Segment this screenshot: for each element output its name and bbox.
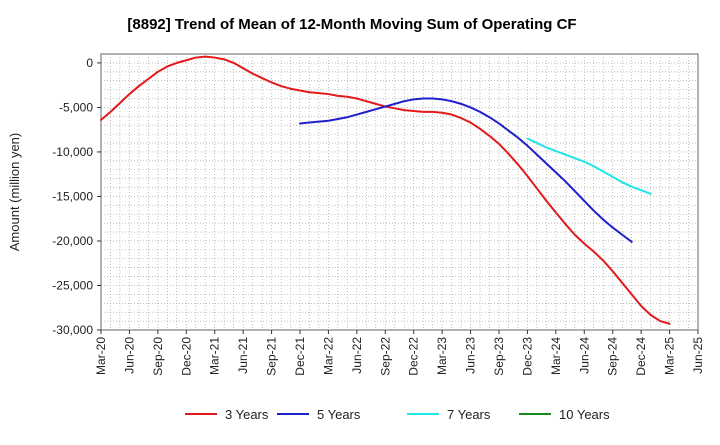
y-tick-label: -20,000 [52,234,93,248]
series-line-5-years [299,97,633,243]
y-tick-label: -30,000 [52,323,93,337]
x-tick-label: Jun-22 [350,337,364,374]
y-tick-label: -5,000 [59,100,93,114]
x-tick-label: Mar-22 [321,337,335,375]
x-ticks: Mar-20 Jun-20 Sep-20 Dec-20 Mar-21 Jun-21 Sep-… [94,330,705,376]
x-tick-label: Dec-23 [520,337,534,376]
x-tick-label: Sep-21 [265,337,279,376]
y-tick-label: -10,000 [52,145,93,159]
x-tick-label: Dec-21 [293,337,307,376]
plot-area-frame [100,53,699,331]
y-tick-label: -25,000 [52,278,93,292]
x-tick-label: Mar-23 [435,337,449,375]
y-tick-label: -15,000 [52,189,93,203]
y-ticks: 0 -5,000 -10,000 -15,000 -20,000 -25,000 -30,0… [52,56,101,337]
y-axis-label: Amount (million yen) [7,133,22,252]
x-tick-label: Mar-21 [208,337,222,375]
x-tick-label: Jun-25 [691,337,705,374]
x-tick-label: Jun-20 [122,337,136,374]
series [100,55,671,325]
x-tick-label: Sep-22 [378,337,392,376]
x-tick-label: Dec-22 [407,337,421,376]
legend: 3 Years 5 Years 7 Years 10 Years [185,407,610,422]
x-tick-label: Jun-24 [577,337,591,374]
legend-label: 3 Years [225,407,269,422]
x-tick-label: Dec-20 [179,337,193,376]
chart-title: [8892] Trend of Mean of 12-Month Moving … [127,16,576,33]
x-tick-label: Mar-24 [549,337,563,375]
x-tick-label: Sep-24 [606,337,620,376]
x-tick-label: Dec-24 [634,337,648,376]
x-tick-label: Jun-21 [236,337,250,374]
series-line-7-years [526,137,652,195]
x-tick-label: Mar-20 [94,337,108,375]
x-tick-label: Sep-20 [151,337,165,376]
y-tick-label: 0 [86,56,93,70]
x-tick-label: Mar-25 [663,337,677,375]
legend-label: 5 Years [317,407,361,422]
x-tick-label: Sep-23 [492,337,506,376]
legend-label: 10 Years [559,407,610,422]
legend-label: 7 Years [447,407,491,422]
x-tick-label: Jun-23 [464,337,478,374]
grid [101,54,698,330]
